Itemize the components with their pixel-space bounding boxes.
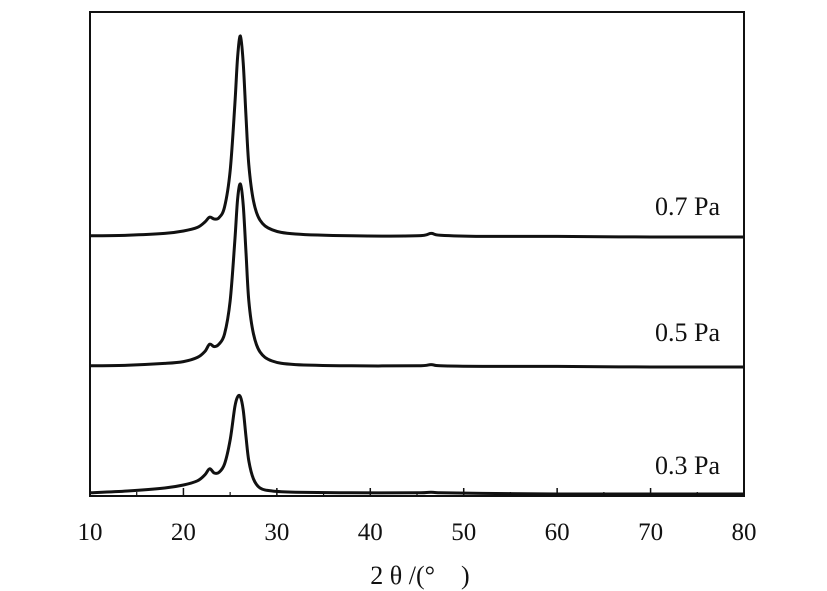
x-tick-label: 50	[451, 519, 476, 546]
x-tick-label: 30	[264, 519, 289, 546]
x-tick-label: 20	[171, 519, 196, 546]
series-layer	[89, 34, 745, 496]
series-label-layer: 0.7 Pa 0.5 Pa 0.3 Pa	[655, 192, 720, 480]
x-tick-label: 10	[78, 519, 103, 546]
series-line-2	[89, 182, 745, 369]
series-label-1: 0.7 Pa	[655, 192, 720, 221]
x-tick-label: 70	[638, 519, 663, 546]
series-line-1	[89, 34, 745, 239]
x-tick-label: 40	[358, 519, 383, 546]
x-axis-ticks: 10 20 30 40 50 60 70 80	[78, 488, 757, 546]
series-label-3: 0.3 Pa	[655, 451, 720, 480]
x-tick-label: 80	[732, 519, 757, 546]
x-axis-title: 2 θ /(° )	[370, 561, 469, 590]
series-label-2: 0.5 Pa	[655, 318, 720, 347]
series-line-3	[89, 393, 744, 496]
x-tick-label: 60	[545, 519, 570, 546]
plot-frame	[89, 11, 745, 497]
